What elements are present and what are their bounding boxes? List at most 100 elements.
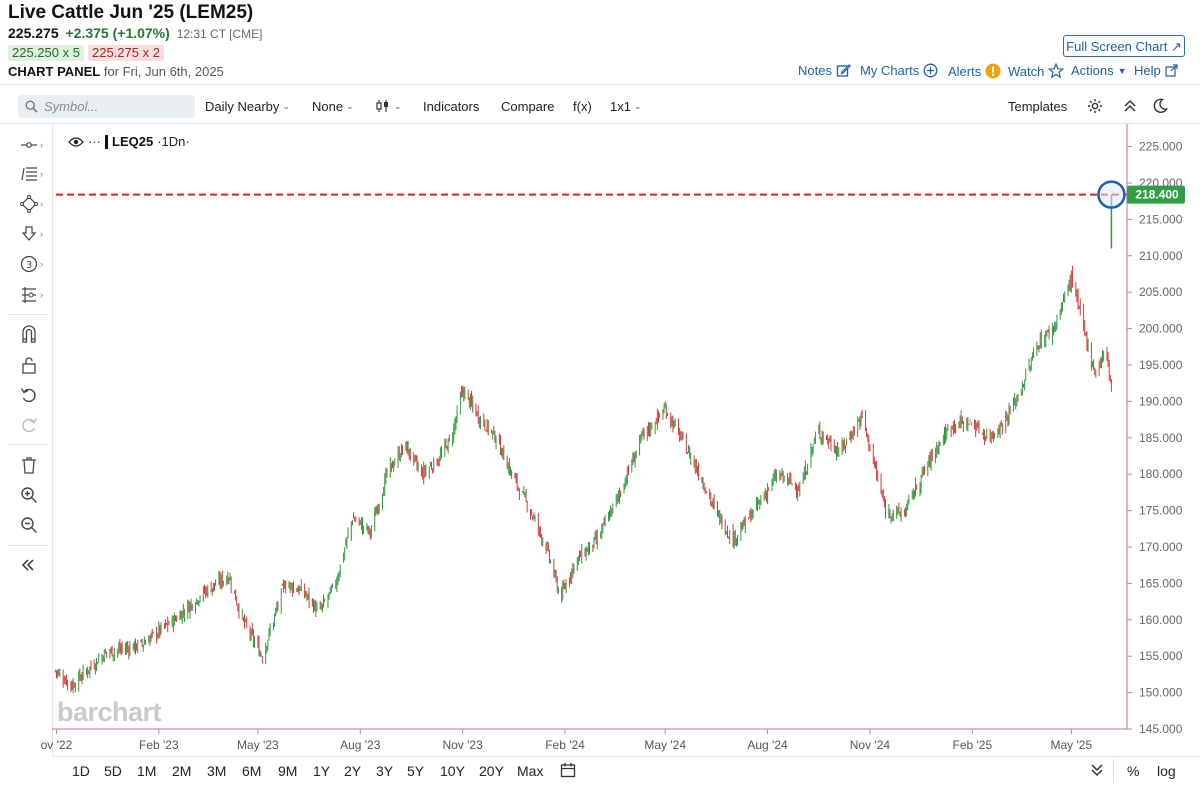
- quote-line: 225.275 +2.375 (+1.07%) 12:31 CT [CME]: [8, 25, 263, 41]
- templates-button[interactable]: Templates: [1008, 99, 1067, 114]
- percent-scale-toggle[interactable]: %: [1127, 763, 1140, 779]
- arrow-tool-button[interactable]: ›: [20, 223, 44, 245]
- range-button-10y[interactable]: 10Y: [440, 763, 465, 779]
- legend-symbol: LEQ25: [112, 134, 154, 149]
- watch-link[interactable]: Watch: [1008, 63, 1065, 79]
- zoom-in-button[interactable]: [20, 484, 44, 506]
- y-tick-label: 190.000: [1139, 394, 1183, 408]
- compare-button[interactable]: Compare: [501, 99, 554, 114]
- barchart-watermark: barchart: [57, 697, 162, 727]
- function-label: f(x): [573, 99, 592, 114]
- full-screen-chart-button[interactable]: Full Screen Chart ↗: [1063, 35, 1185, 57]
- chevron-down-icon: ⌄: [282, 101, 290, 111]
- collapse-sidebar-button[interactable]: [20, 554, 44, 576]
- quote-time: 12:31 CT [CME]: [176, 27, 263, 41]
- zoom-out-button[interactable]: [20, 514, 44, 536]
- edit-icon: [836, 64, 851, 77]
- y-tick-label: 195.000: [1139, 358, 1183, 372]
- indicators-button[interactable]: Indicators: [423, 99, 479, 114]
- y-tick-label: 170.000: [1139, 540, 1183, 554]
- eye-icon[interactable]: [68, 136, 84, 148]
- range-button-1d[interactable]: 1D: [72, 763, 90, 779]
- page-title: Live Cattle Jun '25 (LEM25): [8, 2, 254, 23]
- more-options-icon[interactable]: ···: [88, 134, 101, 149]
- aggregation-dropdown[interactable]: Daily Nearby ⌄: [205, 99, 290, 114]
- zoom-out-icon: [21, 517, 37, 533]
- chart-type-dropdown[interactable]: ⌄: [375, 99, 402, 113]
- range-button-1m[interactable]: 1M: [137, 763, 157, 779]
- calendar-button[interactable]: [560, 762, 576, 783]
- double-chevron-down-icon: [1091, 764, 1103, 777]
- help-label: Help: [1134, 63, 1161, 78]
- x-tick-label: Aug '24: [747, 738, 788, 752]
- range-button-6m[interactable]: 6M: [242, 763, 262, 779]
- actions-menu[interactable]: Actions ▼: [1071, 63, 1127, 78]
- symbol-search-input[interactable]: Symbol...: [18, 95, 195, 118]
- help-link[interactable]: Help: [1134, 63, 1178, 78]
- alerts-link[interactable]: Alerts: [948, 63, 1001, 79]
- collapse-button[interactable]: [1122, 98, 1138, 114]
- undo-button[interactable]: [20, 384, 44, 406]
- fib-tool-button[interactable]: ›: [20, 163, 44, 185]
- log-scale-toggle[interactable]: log: [1157, 763, 1176, 779]
- range-button-3m[interactable]: 3M: [207, 763, 227, 779]
- range-button-2y[interactable]: 2Y: [344, 763, 362, 779]
- y-tick-label: 225.000: [1139, 140, 1183, 154]
- expand-arrow-icon: ›: [40, 259, 43, 269]
- y-tick-label: 215.000: [1139, 212, 1183, 226]
- function-button[interactable]: f(x): [573, 99, 592, 114]
- gear-icon: [1088, 99, 1102, 113]
- unlock-icon: [22, 357, 36, 374]
- add-circle-icon: [923, 63, 938, 78]
- chevron-down-icon: ⌄: [394, 100, 402, 111]
- layout-label: 1x1: [610, 99, 631, 114]
- range-button-9m[interactable]: 9M: [278, 763, 298, 779]
- y-tick-label: 145.000: [1139, 722, 1183, 736]
- last-price-badge-label: 218.400: [1135, 188, 1179, 202]
- price-chart[interactable]: 225.000220.000215.000210.000205.000200.0…: [0, 124, 1200, 756]
- bottom-divider: [52, 756, 1200, 757]
- star-icon: [1048, 63, 1065, 79]
- x-tick-label: May '23: [237, 738, 279, 752]
- svg-text:3: 3: [26, 260, 32, 271]
- alert-icon: [985, 63, 1001, 79]
- chart-legend: ··· LEQ25 ·1Dn·: [68, 134, 190, 149]
- chart-panel-label: CHART PANEL for Fri, Jun 6th, 2025: [8, 64, 224, 79]
- notes-link[interactable]: Notes: [798, 63, 851, 78]
- last-price-badge: 218.400: [1127, 185, 1185, 204]
- range-button-1y[interactable]: 1Y: [313, 763, 331, 779]
- my-charts-label: My Charts: [860, 63, 920, 78]
- theme-toggle[interactable]: [1152, 98, 1168, 114]
- expand-arrow-icon: ›: [40, 199, 43, 209]
- range-divider: [1113, 759, 1114, 783]
- my-charts-link[interactable]: My Charts: [860, 63, 938, 78]
- y-tick-label: 155.000: [1139, 649, 1183, 663]
- study-dropdown[interactable]: None ⌄: [312, 99, 354, 114]
- range-button-5d[interactable]: 5D: [104, 763, 122, 779]
- delete-drawings-button[interactable]: [20, 454, 44, 476]
- last-price-marker[interactable]: [1097, 180, 1126, 209]
- pattern-tool-button[interactable]: 3 ›: [20, 253, 44, 275]
- x-tick-label: ov '22: [41, 738, 73, 752]
- templates-label: Templates: [1008, 99, 1068, 114]
- x-tick-label: Feb '24: [545, 738, 585, 752]
- magnet-button[interactable]: [20, 323, 44, 345]
- legend-color-bar: [105, 134, 108, 149]
- external-link-icon: [1165, 64, 1178, 77]
- measure-tool-button[interactable]: ›: [20, 284, 44, 306]
- line-tool-button[interactable]: ›: [20, 134, 44, 156]
- shape-tool-button[interactable]: ›: [20, 193, 44, 215]
- double-chevron-up-icon: [1124, 99, 1136, 112]
- range-button-max[interactable]: Max: [517, 763, 544, 779]
- range-button-3y[interactable]: 3Y: [376, 763, 394, 779]
- settings-button[interactable]: [1087, 98, 1103, 114]
- layout-dropdown[interactable]: 1x1 ⌄: [610, 99, 642, 114]
- lock-button[interactable]: [20, 354, 44, 376]
- range-button-2m[interactable]: 2M: [172, 763, 192, 779]
- range-button-5y[interactable]: 5Y: [407, 763, 425, 779]
- bid-quote: 225.250 x 5: [8, 45, 84, 61]
- range-button-20y[interactable]: 20Y: [479, 763, 504, 779]
- redo-button[interactable]: [20, 414, 44, 436]
- compare-label: Compare: [501, 99, 555, 114]
- collapse-range-button[interactable]: [1090, 763, 1104, 782]
